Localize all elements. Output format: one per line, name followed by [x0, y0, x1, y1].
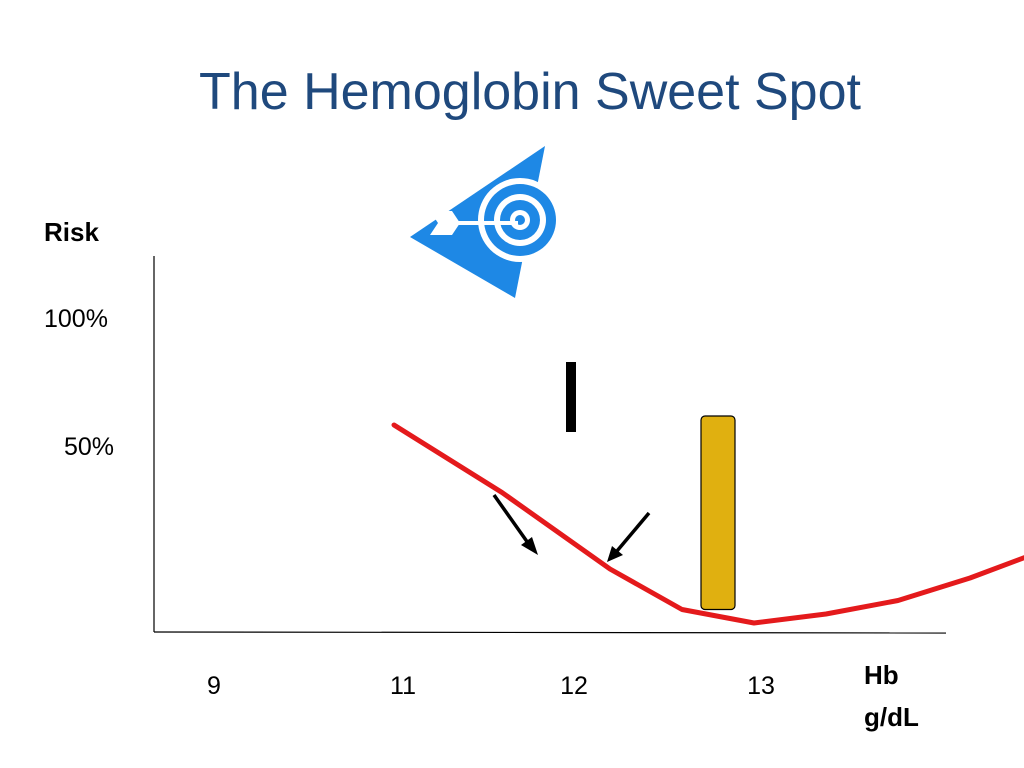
- x-axis-label-unit: g/dL: [864, 702, 919, 732]
- x-tick-label-11: 11: [390, 672, 416, 700]
- bullseye-target-arrow-icon: [410, 146, 562, 298]
- sweet-spot-bar: [700, 415, 736, 611]
- right-pointing-arrow-icon: [607, 511, 651, 562]
- y-axis-label: Risk: [44, 217, 99, 247]
- slide-title: The Hemoglobin Sweet Spot: [199, 63, 861, 121]
- y-tick-label-100: 100%: [44, 305, 108, 333]
- x-tick-label-12: 12: [560, 672, 588, 700]
- x-tick-label-13: 13: [747, 672, 775, 700]
- sweet-spot-marker-line: [566, 362, 576, 432]
- risk-curve-line: [391, 422, 1024, 626]
- x-tick-label-9: 9: [207, 672, 221, 700]
- x-axis-label-hb: Hb: [864, 660, 899, 690]
- y-tick-label-50: 50%: [64, 433, 114, 461]
- x-axis: [153, 631, 947, 634]
- left-pointing-arrow-icon: [492, 493, 538, 555]
